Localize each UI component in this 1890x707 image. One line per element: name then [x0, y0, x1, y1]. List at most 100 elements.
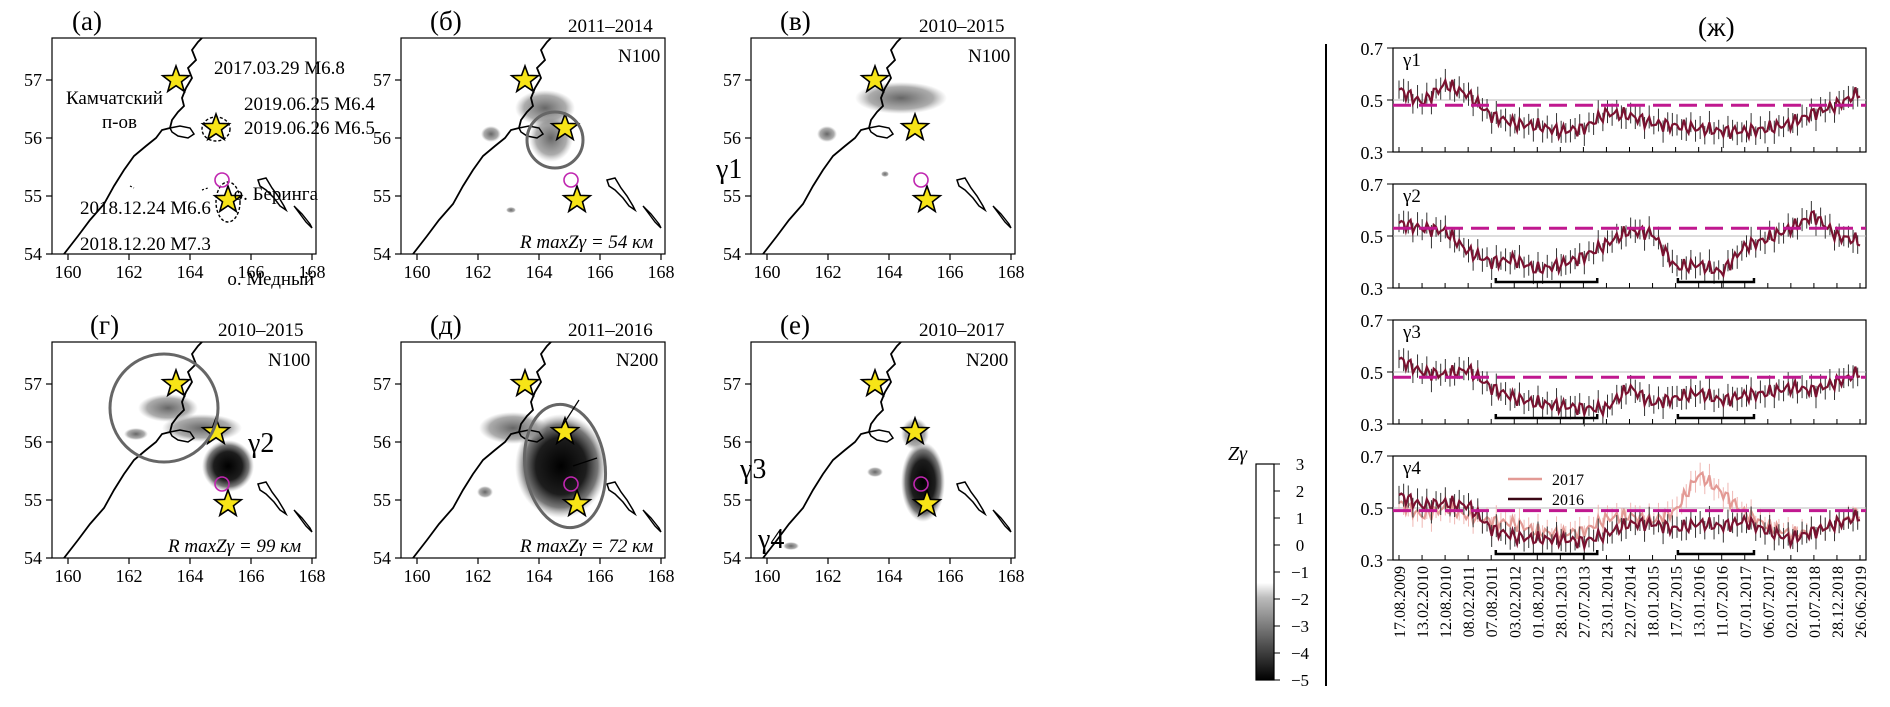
map-ytick-label: 55 — [723, 186, 741, 206]
map-ytick-label: 54 — [723, 244, 741, 264]
ts-subplot-label: γ2 — [1402, 186, 1421, 207]
map-panel-a — [51, 37, 317, 255]
label-eq-2019b: 2019.06.26 M6.5 — [244, 118, 375, 139]
ts-ytick-label: 0.7 — [1361, 447, 1384, 467]
panel-label-a: (а) — [72, 6, 102, 36]
map-panel-e — [400, 341, 666, 559]
period-e: 2011–2016 — [568, 320, 653, 341]
ts-date-label: 08.02.2011 — [1461, 566, 1478, 637]
n-e: N200 — [616, 350, 658, 371]
map-ytick-label: 56 — [723, 128, 741, 148]
ts-ytick-label: 0.3 — [1361, 415, 1384, 435]
map-xtick-label: 166 — [937, 262, 964, 282]
colorbar-tick-label: −4 — [1291, 644, 1310, 663]
n-d: N100 — [268, 350, 310, 371]
map-ytick-label: 55 — [723, 490, 741, 510]
period-b: 2011–2014 — [568, 16, 653, 37]
map-xtick-label: 162 — [465, 566, 492, 586]
colorbar-label: Zγ — [1228, 443, 1248, 465]
colorbar-tick-label: 2 — [1296, 482, 1305, 501]
n-c: N100 — [968, 46, 1010, 67]
map-ytick-label: 57 — [24, 374, 42, 394]
map-xtick-label: 162 — [465, 262, 492, 282]
ts-date-label: 06.07.2017 — [1761, 566, 1778, 638]
map-axis-ticks: 160 162 164 166 168 57 56 55 54 160 162 164 166 168 57… — [24, 70, 1025, 586]
map-xtick-label: 162 — [116, 262, 143, 282]
ts-ytick-label: 0.5 — [1361, 227, 1384, 247]
radius-e: R maxZγ = 72 км — [519, 536, 653, 557]
ts-date-label: 28.12.2018 — [1830, 566, 1847, 638]
ts-ytick-label: 0.3 — [1361, 279, 1384, 299]
map-ytick-label: 55 — [373, 186, 391, 206]
anomaly-bracket — [1494, 278, 1599, 284]
ts-legend: 2017 2016 — [1508, 472, 1584, 509]
panel-label-d: (г) — [90, 310, 119, 340]
radius-b: R maxZγ = 54 км — [519, 232, 653, 253]
map-xtick-label: 168 — [299, 262, 326, 282]
map-xtick-label: 160 — [404, 566, 431, 586]
panel-label-f: (е) — [780, 310, 810, 340]
colorbar-tick-label: 1 — [1296, 509, 1305, 528]
ts-date-label: 26.06.2019 — [1853, 566, 1870, 638]
map-xtick-label: 160 — [754, 262, 781, 282]
map-ytick-label: 57 — [723, 70, 741, 90]
ts-date-label: 12.08.2010 — [1438, 566, 1455, 638]
ts-date-label: 27.07.2013 — [1576, 566, 1593, 638]
label-eq-2017: 2017.03.29 M6.8 — [214, 58, 345, 79]
map-xtick-label: 160 — [404, 262, 431, 282]
map-ytick-label: 56 — [373, 128, 391, 148]
ts-ytick-label: 0.3 — [1361, 143, 1384, 163]
map-ytick-label: 55 — [24, 186, 42, 206]
map-ytick-label: 56 — [723, 432, 741, 452]
series-line — [1398, 492, 1861, 553]
map-ytick-label: 57 — [24, 70, 42, 90]
colorbar-tick-label: −2 — [1291, 590, 1309, 609]
map-xtick-label: 162 — [815, 566, 842, 586]
map-ytick-label: 57 — [373, 374, 391, 394]
colorbar: Zγ 3 2 1 0 −1 −2 −3 −4 −5 — [1228, 443, 1310, 690]
ts-ytick-label: 0.5 — [1361, 499, 1384, 519]
map-xtick-label: 166 — [587, 566, 614, 586]
ts-date-label: 28.01.2013 — [1553, 566, 1570, 638]
panel-label-e: (д) — [430, 310, 462, 340]
anomaly-bracket — [1494, 550, 1599, 556]
anomaly-bracket — [1676, 550, 1756, 556]
map-panel-b — [400, 37, 666, 255]
ts-ytick-label: 0.5 — [1361, 91, 1384, 111]
ts-date-label: 01.08.2012 — [1530, 566, 1547, 638]
map-ytick-label: 56 — [373, 432, 391, 452]
map-xtick-label: 168 — [648, 566, 675, 586]
map-xtick-label: 162 — [815, 262, 842, 282]
period-f: 2010–2017 — [919, 320, 1005, 341]
ts-date-label: 18.01.2015 — [1646, 566, 1663, 638]
map-xtick-label: 166 — [587, 262, 614, 282]
map-xtick-label: 168 — [648, 262, 675, 282]
label-medny: о. Медный — [227, 269, 314, 290]
map-xtick-label: 164 — [526, 566, 553, 586]
map-panel-c — [750, 37, 1016, 255]
map-ytick-label: 54 — [373, 244, 391, 264]
series-line — [1398, 209, 1861, 279]
map-ytick-label: 57 — [723, 374, 741, 394]
colorbar-tick-label: −1 — [1291, 563, 1309, 582]
colorbar-tick-label: −3 — [1291, 617, 1309, 636]
map-ytick-label: 55 — [373, 490, 391, 510]
label-peninsula: п-ов — [102, 112, 137, 133]
map-xtick-label: 168 — [998, 262, 1025, 282]
map-xtick-label: 164 — [177, 262, 204, 282]
legend-2017: 2017 — [1552, 472, 1584, 489]
map-xtick-label: 166 — [937, 566, 964, 586]
ts-date-label: 07.01.2017 — [1738, 566, 1755, 638]
ts-ytick-label: 0.3 — [1361, 551, 1384, 571]
label-kamchatka: Камчатский — [66, 88, 163, 109]
label-gamma1: γ1 — [715, 154, 742, 185]
label-eq-2018b: 2018.12.20 M7.3 — [80, 234, 211, 255]
label-gamma2: γ2 — [247, 428, 274, 459]
ts-panel-label: (ж) — [1698, 12, 1735, 42]
map-ytick-label: 56 — [24, 128, 42, 148]
map-xtick-label: 160 — [55, 566, 82, 586]
ts-subplot-label: γ4 — [1402, 458, 1421, 479]
n-b: N100 — [618, 46, 660, 67]
ts-date-label: 13.01.2016 — [1692, 566, 1709, 638]
